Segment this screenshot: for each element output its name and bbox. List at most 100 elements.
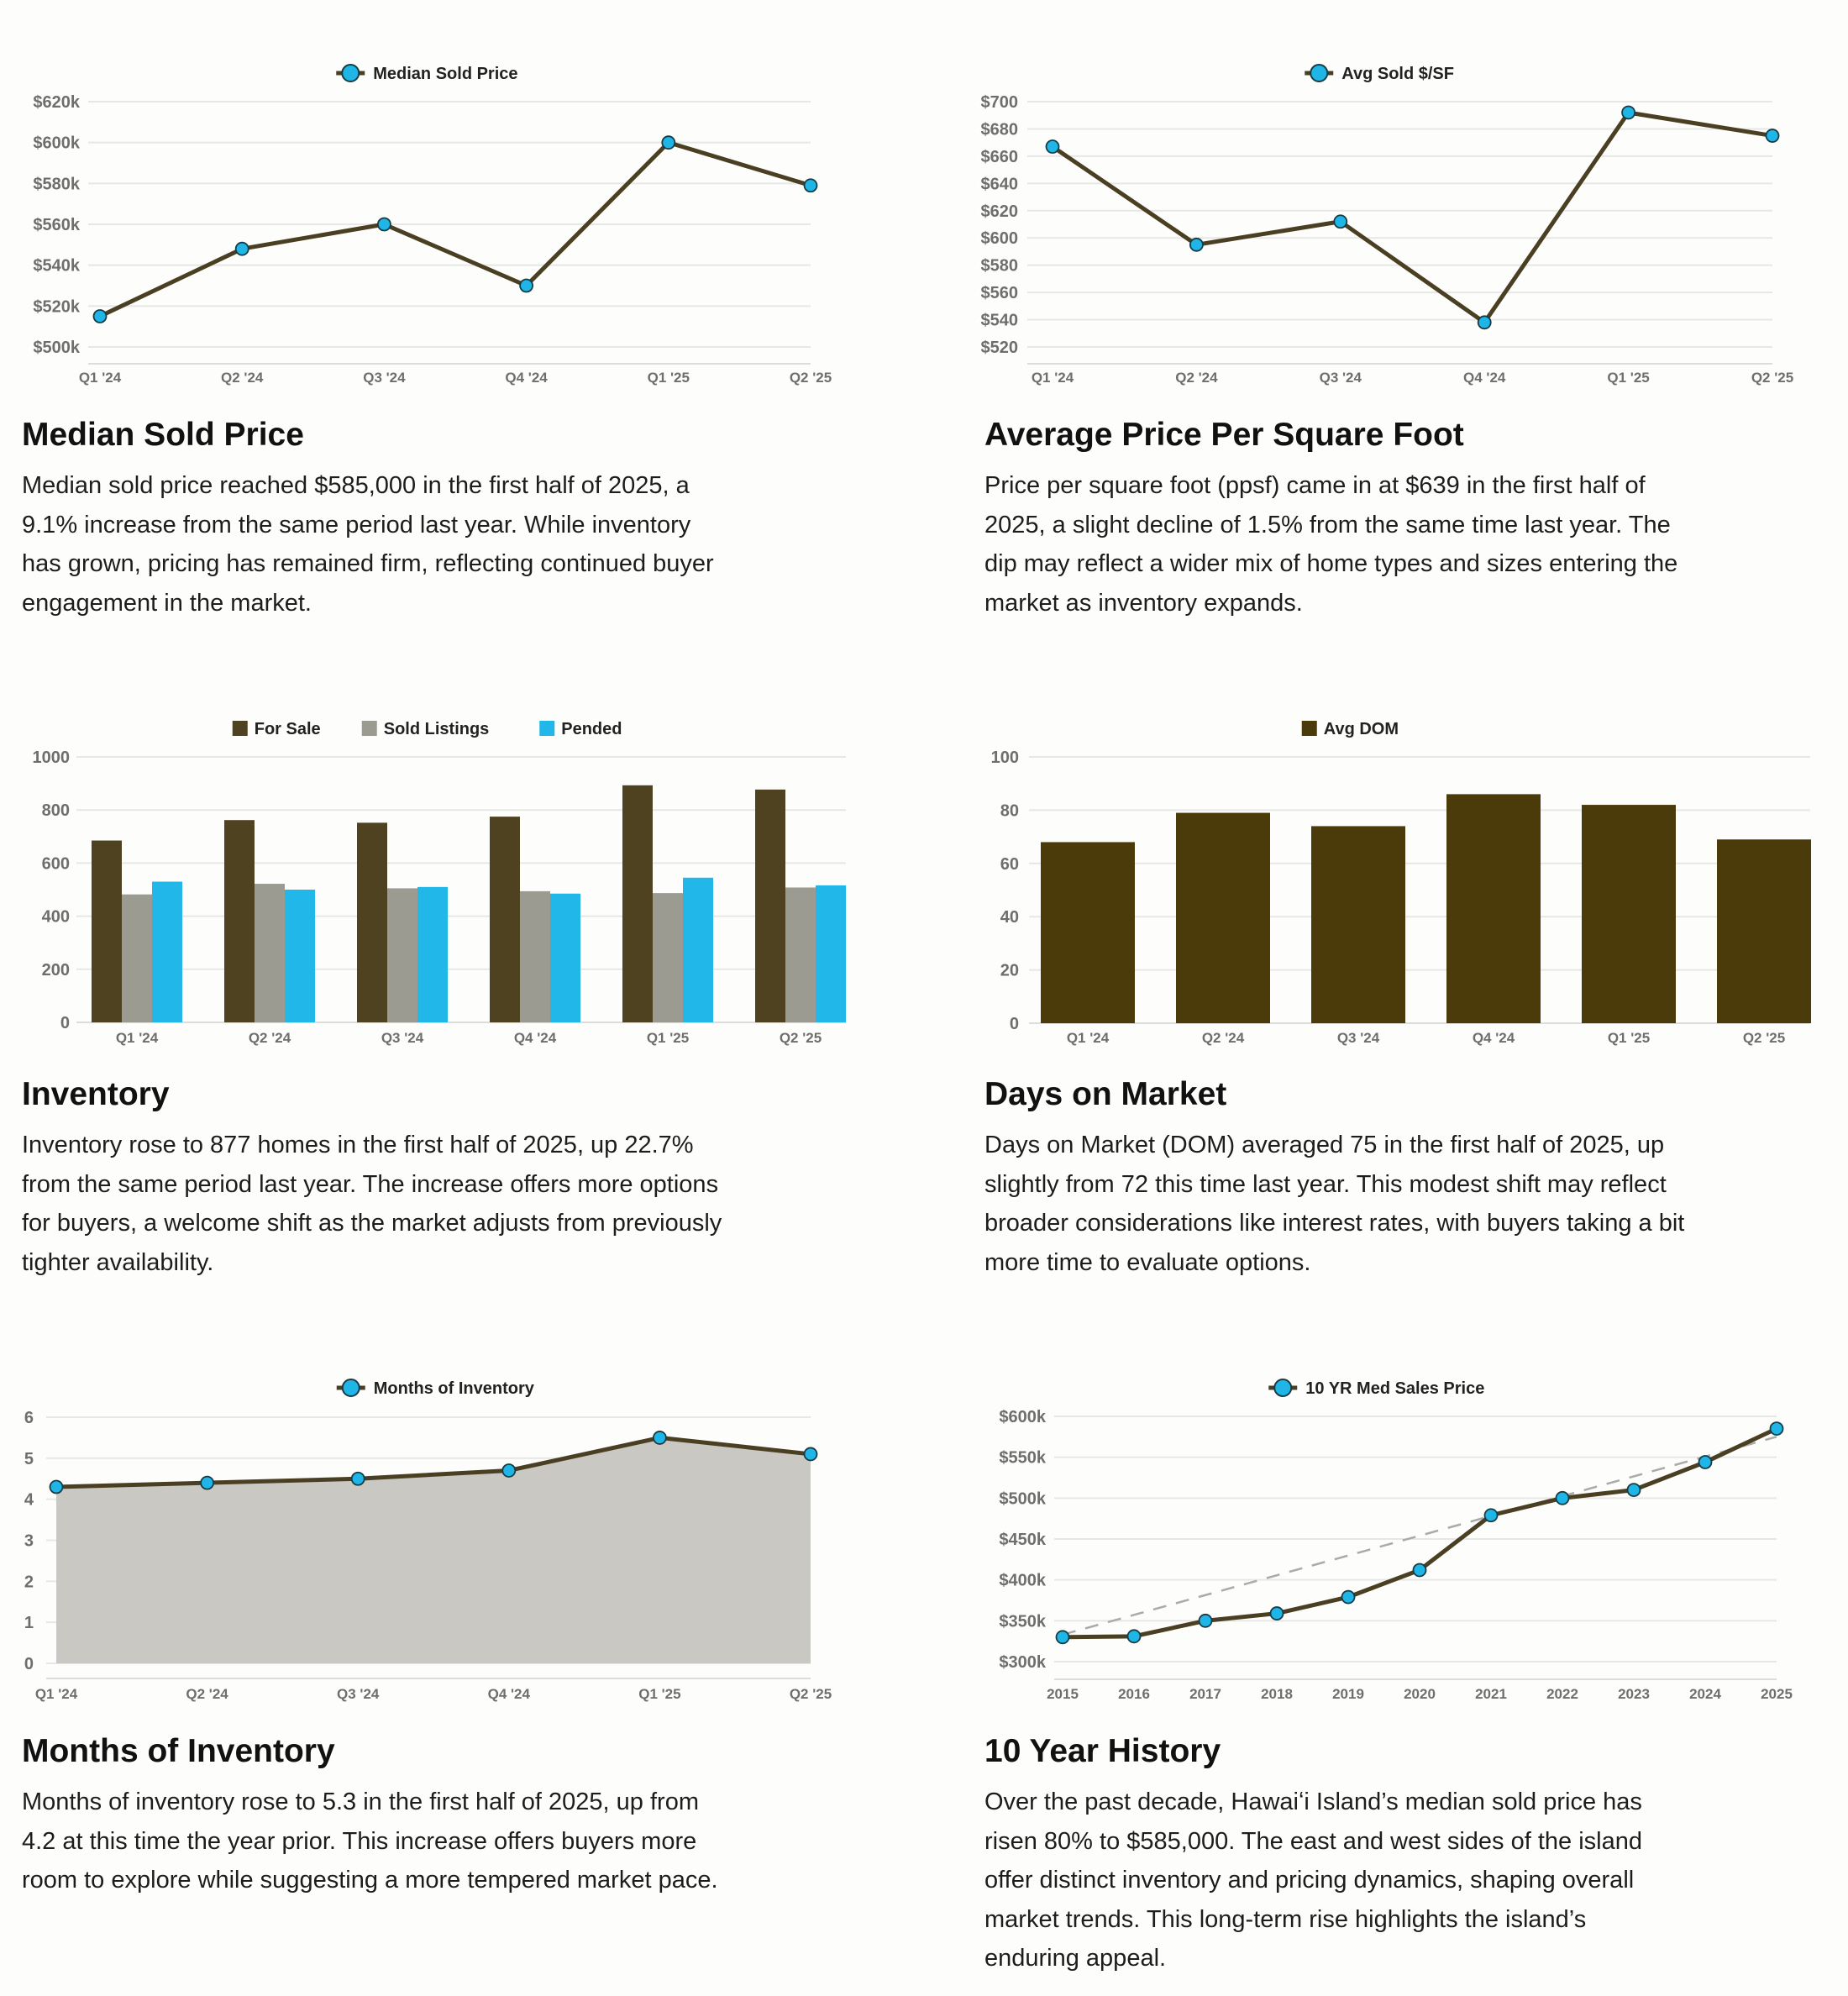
series-line: [55, 1435, 811, 1489]
series-line: [98, 140, 811, 318]
bar-pended: [285, 890, 315, 1022]
legend-label: 10 YR Med Sales Price: [1305, 1379, 1484, 1398]
bar-avg-dom: [1176, 812, 1270, 1023]
y-tick-label: 3: [24, 1532, 34, 1551]
y-tick-label: $700: [981, 93, 1019, 112]
y-tick-label: 6: [24, 1409, 34, 1427]
x-tick-label: Q2 '24: [1175, 370, 1218, 386]
data-point: [1333, 214, 1348, 229]
y-tick-label: 600: [42, 854, 70, 873]
area-fill: [56, 1437, 811, 1663]
body-line: Over the past decade, Hawaiʻi Island’s m…: [984, 1789, 1642, 1815]
y-tick-label: 0: [24, 1655, 34, 1673]
body-line: offer distinct inventory and pricing dyn…: [984, 1867, 1635, 1894]
panel-body: Days on Market (DOM) averaged 75 in the …: [984, 1126, 1684, 1282]
bar-for-sale: [224, 820, 255, 1022]
bar-pended: [683, 877, 713, 1022]
legend-label: Pended: [561, 720, 622, 738]
data-point: [1341, 1589, 1356, 1605]
panel-title: Average Price Per Square Foot: [984, 417, 1464, 453]
chart-median: $500k $520k $540k $560k $580k $600k $620k Q1 '2…: [33, 64, 832, 386]
data-point: [1765, 129, 1780, 143]
panel-body: Inventory rose to 877 homes in the first…: [22, 1126, 722, 1282]
legend-marker: [1310, 64, 1329, 82]
x-tick-label: Q4 '24: [488, 1686, 531, 1702]
y-tick-label: $660: [981, 148, 1019, 166]
y-tick-label: 2: [24, 1573, 34, 1591]
x-tick-label: 2017: [1189, 1686, 1221, 1702]
x-tick-label: Q2 '24: [249, 1030, 291, 1046]
legend-label: Avg DOM: [1324, 720, 1399, 738]
body-line: dip may reflect a wider mix of home type…: [984, 550, 1678, 577]
legend: For Sale Sold Listings Pended: [232, 720, 622, 738]
legend: 10 YR Med Sales Price: [1268, 1379, 1484, 1398]
panel-title: 10 Year History: [984, 1733, 1221, 1769]
x-tick-label: 2024: [1689, 1686, 1721, 1702]
data-point: [376, 217, 391, 232]
data-point: [1269, 1606, 1284, 1620]
data-point: [501, 1463, 517, 1478]
x-tick-label: Q2 '24: [186, 1686, 228, 1702]
y-tick-label: $540: [981, 312, 1019, 330]
body-line: enduring appeal.: [984, 1945, 1167, 1972]
x-tick-label: Q1 '25: [638, 1686, 680, 1702]
x-tick-label: 2018: [1261, 1686, 1293, 1702]
y-tick-label: $500k: [33, 339, 80, 357]
body-line: Inventory rose to 877 homes in the first…: [22, 1132, 694, 1158]
x-tick-label: Q4 '24: [514, 1030, 557, 1046]
bar-sold-listings: [653, 893, 683, 1022]
body-line: for buyers, a welcome shift as the marke…: [22, 1210, 722, 1237]
panel-title: Months of Inventory: [22, 1733, 335, 1769]
data-point: [653, 1431, 667, 1445]
y-tick-label: 800: [42, 801, 70, 820]
data-point: [803, 178, 818, 193]
y-tick-label: $600k: [33, 134, 80, 153]
x-tick-label: 2025: [1761, 1686, 1793, 1702]
data-point: [1126, 1629, 1142, 1644]
x-tick-label: Q2 '25: [790, 370, 832, 386]
y-tick-label: $540k: [33, 257, 80, 276]
y-tick-label: 60: [1000, 855, 1019, 874]
body-line: Days on Market (DOM) averaged 75 in the …: [984, 1132, 1665, 1158]
y-tick-label: $640: [981, 175, 1019, 193]
body-line: from the same period last year. The incr…: [22, 1170, 719, 1198]
panel-body: Price per square foot (ppsf) came in at …: [984, 466, 1677, 622]
x-tick-label: Q2 '25: [1743, 1030, 1785, 1046]
bar-avg-dom: [1582, 805, 1676, 1023]
x-tick-label: 2021: [1475, 1686, 1507, 1702]
y-tick-label: $300k: [999, 1653, 1046, 1672]
data-point: [1769, 1421, 1784, 1436]
legend-marker: [341, 64, 360, 82]
panel-body: Over the past decade, Hawaiʻi Island’s m…: [984, 1783, 1642, 1978]
y-tick-label: $560: [981, 284, 1019, 302]
chart-inventory: 0 200 400 600 800 1000 Q1 '24 Q2 '24 Q3 '24 Q4 '2…: [33, 720, 846, 1046]
body-line: 2025, a slight decline of 1.5% from the …: [984, 511, 1671, 538]
y-tick-label: 100: [991, 748, 1019, 767]
data-point: [519, 278, 533, 293]
legend-marker: [1273, 1379, 1293, 1397]
series-line: [1051, 110, 1773, 325]
bar-sold-listings: [785, 887, 816, 1022]
bar-pended: [417, 886, 448, 1022]
x-tick-label: Q1 '25: [1607, 370, 1649, 386]
chart-dom: 0 20 40 60 80 100 Q1 '24 Q2 '24 Q3 '24 Q4 '24 Q1 '…: [991, 720, 1811, 1046]
legend-label: For Sale: [255, 720, 321, 738]
panel-title: Days on Market: [984, 1076, 1227, 1112]
y-tick-label: $500k: [999, 1489, 1046, 1508]
y-tick-label: $560k: [33, 216, 80, 234]
legend: Avg Sold $/SF: [1305, 64, 1454, 83]
y-tick-label: $620: [981, 202, 1019, 221]
x-tick-label: 2019: [1332, 1686, 1364, 1702]
x-tick-label: Q1 '25: [647, 1030, 689, 1046]
data-point: [1198, 1613, 1213, 1628]
data-point: [1555, 1490, 1570, 1505]
y-tick-label: 80: [1000, 801, 1019, 820]
x-tick-label: Q1 '24: [79, 370, 122, 386]
data-point: [1477, 315, 1492, 330]
y-tick-label: $520k: [33, 297, 80, 316]
chart-ppsf: $520 $540 $560 $580 $600 $620 $640 $660 $680 $700…: [981, 64, 1793, 386]
data-point: [1698, 1455, 1713, 1469]
x-tick-label: Q2 '24: [221, 370, 264, 386]
body-line: has grown, pricing has remained firm, re…: [22, 550, 714, 577]
y-tick-label: 0: [60, 1014, 70, 1032]
